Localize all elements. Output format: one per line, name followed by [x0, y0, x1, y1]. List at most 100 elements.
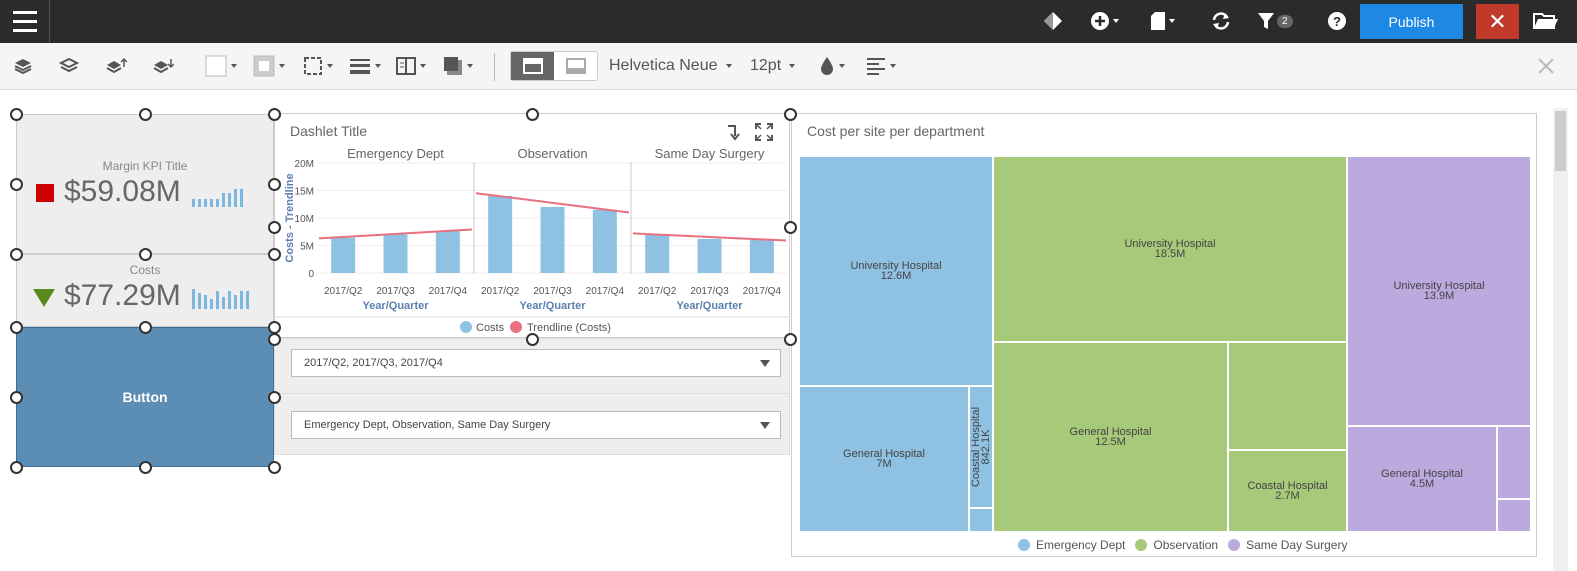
resize-handle[interactable]	[10, 391, 23, 404]
font-family-select[interactable]: Helvetica Neue	[609, 55, 732, 77]
kpi-margin-tile[interactable]: Margin KPI Title $59.08M	[16, 114, 274, 254]
text-color-icon[interactable]	[819, 55, 845, 77]
close-button[interactable]: ✕	[1476, 4, 1519, 39]
bring-forward-icon[interactable]	[105, 55, 127, 77]
document-icon[interactable]	[1150, 10, 1175, 32]
layers-icon[interactable]	[13, 55, 33, 77]
kpi-value: $59.08M	[64, 175, 181, 208]
close-toolbar-icon[interactable]	[1537, 55, 1555, 77]
add-icon[interactable]	[1090, 10, 1119, 32]
panel-title: Emergency Dept	[347, 146, 444, 161]
cell-label: Coastal Hospital	[1247, 480, 1328, 492]
resize-handle[interactable]	[10, 461, 23, 474]
resize-handle[interactable]	[10, 321, 23, 334]
drill-down-icon[interactable]	[726, 123, 742, 146]
border-color-icon[interactable]	[253, 55, 285, 77]
shadow-icon[interactable]	[443, 55, 473, 77]
refresh-icon[interactable]	[1210, 10, 1232, 32]
fill-color-icon[interactable]	[205, 55, 237, 77]
resize-handle[interactable]	[139, 108, 152, 121]
resize-handle[interactable]	[268, 391, 281, 404]
treemap-cell[interactable]: University Hospital 13.9M	[1347, 156, 1531, 426]
legend-dot-icon	[1228, 539, 1241, 551]
resize-handle[interactable]	[784, 108, 797, 121]
publish-button[interactable]: Publish	[1360, 4, 1463, 39]
treemap-cell[interactable]: University Hospital 18.5M	[993, 156, 1347, 342]
font-size-select[interactable]: 12pt	[750, 55, 796, 77]
resize-handle[interactable]	[268, 108, 281, 121]
treemap-cell[interactable]: Coastal Hospital 842.1K	[969, 386, 993, 508]
x-tick-label: 2017/Q4	[586, 286, 625, 297]
department-filter-tile: Emergency Dept, Observation, Same Day Su…	[274, 393, 790, 455]
scrollbar-thumb[interactable]	[1555, 111, 1566, 171]
treemap-cell[interactable]	[969, 508, 993, 532]
treemap-cell[interactable]: General Hospital 4.5M	[1347, 426, 1497, 532]
resize-handle[interactable]	[10, 178, 23, 191]
resize-handle[interactable]	[268, 461, 281, 474]
green-down-triangle-icon	[33, 289, 55, 307]
cell-label: General Hospital	[1069, 426, 1152, 438]
resize-handle[interactable]	[268, 178, 281, 191]
panel-title: Same Day Surgery	[655, 146, 765, 161]
trendline	[475, 192, 630, 214]
x-tick-label: 2017/Q2	[481, 286, 520, 297]
treemap-legend: Emergency Dept Observation Same Day Surg…	[1018, 538, 1347, 552]
layers-back-icon[interactable]	[59, 55, 79, 77]
resize-handle[interactable]	[139, 321, 152, 334]
treemap-cell[interactable]: Coastal Hospital 2.7M	[1228, 450, 1347, 532]
treemap-cell[interactable]: General Hospital 7M	[799, 386, 969, 532]
expand-icon[interactable]	[755, 123, 773, 146]
filter-icon[interactable]: 2	[1257, 10, 1293, 32]
bar	[592, 209, 617, 273]
cell-label: University Hospital	[1124, 238, 1216, 250]
legend-dot-icon	[1135, 539, 1148, 551]
treemap-cell[interactable]: General Hospital 12.5M	[993, 342, 1228, 532]
border-style-icon[interactable]	[303, 55, 333, 77]
hamburger-menu-icon[interactable]	[0, 0, 50, 43]
resize-handle[interactable]	[784, 221, 797, 234]
diamond-icon[interactable]	[1043, 10, 1063, 32]
legend-label: Observation	[1153, 538, 1219, 552]
cell-value: 7M	[876, 458, 892, 470]
align-left-icon[interactable]	[866, 55, 896, 77]
resize-handle[interactable]	[10, 108, 23, 121]
treemap-cell[interactable]	[1497, 499, 1531, 532]
dashlet-chart-tile[interactable]: Dashlet Title 0 5M 10M 15M 20M Costs - Trendl…	[274, 113, 790, 338]
treemap-cell[interactable]	[1228, 342, 1347, 450]
resize-handle[interactable]	[268, 221, 281, 234]
x-tick-label: 2017/Q3	[533, 286, 572, 297]
y-tick-label: 20M	[295, 159, 314, 170]
resize-handle[interactable]	[268, 333, 281, 346]
resize-handle[interactable]	[139, 248, 152, 261]
resize-handle[interactable]	[784, 333, 797, 346]
kpi-costs-tile[interactable]: Costs $77.29M	[16, 254, 274, 327]
sparkline-bars	[192, 187, 243, 207]
cell-value: 12.6M	[880, 270, 912, 282]
chevron-down-icon	[760, 360, 770, 367]
layout-header-icon[interactable]	[511, 52, 554, 80]
columns-icon[interactable]	[396, 55, 426, 77]
layout-footer-icon[interactable]	[554, 52, 597, 80]
line-weight-icon[interactable]	[349, 55, 381, 77]
resize-handle[interactable]	[10, 248, 23, 261]
treemap-cell[interactable]	[1497, 426, 1531, 499]
legend-dot-icon	[510, 321, 522, 333]
resize-handle[interactable]	[526, 108, 539, 121]
quarter-filter-select[interactable]: 2017/Q2, 2017/Q3, 2017/Q4	[291, 349, 781, 377]
svg-text:?: ?	[1333, 14, 1341, 29]
department-filter-value: Emergency Dept, Observation, Same Day Su…	[304, 419, 551, 431]
help-icon[interactable]: ?	[1327, 10, 1347, 32]
scrollbar[interactable]	[1553, 108, 1568, 571]
folder-icon[interactable]	[1533, 10, 1559, 32]
department-filter-select[interactable]: Emergency Dept, Observation, Same Day Su…	[291, 411, 781, 439]
y-axis-label: Costs - Trendline	[284, 173, 296, 262]
treemap-cell[interactable]: University Hospital 12.6M	[799, 156, 993, 386]
send-backward-icon[interactable]	[152, 55, 174, 77]
button-tile[interactable]: Button	[16, 327, 274, 467]
treemap-tile[interactable]: Cost per site per department University …	[791, 113, 1537, 557]
legend-label: Same Day Surgery	[1246, 538, 1348, 552]
resize-handle[interactable]	[139, 461, 152, 474]
resize-handle[interactable]	[268, 248, 281, 261]
layout-toggle[interactable]	[510, 51, 598, 81]
resize-handle[interactable]	[526, 333, 539, 346]
